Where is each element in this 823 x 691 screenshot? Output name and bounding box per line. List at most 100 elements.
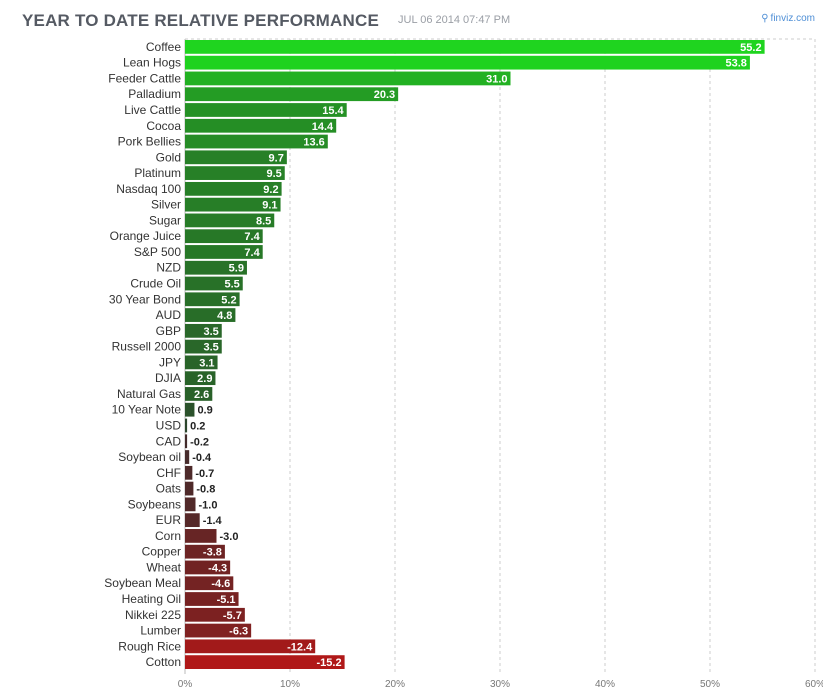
timestamp: JUL 06 2014 07:47 PM — [398, 14, 511, 26]
category-label: Soybeans — [128, 497, 181, 511]
bar[interactable] — [185, 339, 222, 354]
category-label: Heating Oil — [122, 592, 181, 606]
bar[interactable] — [185, 229, 263, 244]
bar[interactable] — [185, 260, 247, 275]
bar[interactable] — [185, 71, 511, 86]
value-label: 55.2 — [740, 42, 761, 54]
value-label: -0.2 — [190, 436, 209, 448]
bar[interactable] — [185, 544, 225, 559]
bar[interactable] — [185, 560, 231, 575]
value-label: -5.7 — [223, 610, 242, 622]
category-label: Feeder Cattle — [108, 71, 181, 85]
magnifier-icon: ⚲ — [761, 13, 769, 24]
category-label: CAD — [156, 434, 182, 448]
value-label: 9.1 — [262, 200, 277, 212]
bar[interactable] — [185, 118, 337, 133]
bar[interactable] — [185, 103, 347, 117]
bar[interactable] — [185, 513, 200, 528]
category-label: S&P 500 — [134, 245, 181, 259]
category-label: Wheat — [146, 560, 181, 574]
value-label: -1.4 — [203, 515, 223, 527]
value-label: 9.7 — [269, 152, 284, 164]
x-tick-label: 20% — [385, 679, 405, 690]
category-label: Palladium — [128, 87, 181, 101]
category-label: Soybean oil — [118, 450, 181, 464]
x-tick-label: 0% — [178, 679, 193, 690]
bar[interactable] — [185, 371, 216, 386]
bar[interactable] — [185, 402, 195, 417]
bar[interactable] — [185, 529, 217, 543]
value-label: -0.8 — [196, 484, 215, 496]
bar[interactable] — [185, 292, 240, 307]
bar[interactable] — [185, 323, 222, 338]
bar[interactable] — [185, 87, 399, 102]
brand-link[interactable]: ⚲ finviz.com — [761, 13, 815, 24]
bar[interactable] — [185, 592, 239, 606]
category-label: Rough Rice — [118, 639, 181, 653]
bar[interactable] — [185, 655, 345, 669]
category-label: 30 Year Bond — [109, 292, 181, 306]
value-label: -3.8 — [203, 547, 222, 559]
value-label: 9.2 — [263, 184, 278, 196]
bar[interactable] — [185, 40, 765, 54]
bar[interactable] — [185, 245, 263, 259]
bar[interactable] — [185, 308, 236, 322]
bar[interactable] — [185, 197, 281, 212]
category-label: Lean Hogs — [123, 56, 181, 70]
x-tick-label: 60% — [805, 679, 823, 690]
category-label: Copper — [142, 545, 181, 559]
bar[interactable] — [185, 639, 316, 654]
value-label: 14.4 — [312, 121, 334, 133]
value-label: 4.8 — [217, 310, 232, 322]
value-label: 7.4 — [244, 231, 260, 243]
bar[interactable] — [185, 623, 252, 638]
value-label: 3.5 — [203, 342, 218, 354]
bar[interactable] — [185, 418, 188, 433]
category-label: 10 Year Note — [112, 403, 182, 417]
bar[interactable] — [185, 55, 750, 70]
bar[interactable] — [185, 607, 245, 622]
category-label: USD — [156, 418, 182, 432]
category-label: NZD — [156, 261, 181, 275]
category-label: Russell 2000 — [112, 340, 182, 354]
bar[interactable] — [185, 387, 213, 401]
bar[interactable] — [185, 276, 243, 291]
value-label: 5.5 — [224, 279, 239, 291]
category-label: Lumber — [140, 624, 181, 638]
value-label: -12.4 — [287, 641, 313, 653]
category-label: Corn — [155, 529, 181, 543]
category-label: EUR — [156, 513, 182, 527]
bar[interactable] — [185, 166, 285, 180]
bar[interactable] — [185, 481, 194, 496]
value-label: 3.1 — [199, 357, 214, 369]
value-label: 2.6 — [194, 389, 209, 401]
value-label: -4.6 — [211, 578, 230, 590]
value-label: -1.0 — [199, 499, 218, 511]
value-label: -0.4 — [192, 452, 212, 464]
category-label: Live Cattle — [124, 103, 181, 117]
bar[interactable] — [185, 150, 287, 165]
value-label: 31.0 — [486, 73, 507, 85]
x-tick-label: 50% — [700, 679, 720, 690]
bar[interactable] — [185, 181, 282, 196]
bar[interactable] — [185, 465, 193, 480]
value-label: -4.3 — [208, 562, 227, 574]
value-label: 7.4 — [244, 247, 260, 259]
bar[interactable] — [185, 134, 328, 149]
value-label: -0.7 — [195, 468, 214, 480]
category-label: Nasdaq 100 — [116, 182, 181, 196]
bar[interactable] — [185, 355, 218, 370]
value-label: -6.3 — [229, 626, 248, 638]
bar[interactable] — [185, 576, 234, 591]
bar[interactable] — [185, 434, 188, 449]
page-title: YEAR TO DATE RELATIVE PERFORMANCE — [22, 11, 380, 30]
category-label: Pork Bellies — [118, 135, 181, 149]
category-label: Soybean Meal — [104, 576, 181, 590]
bar[interactable] — [185, 497, 196, 512]
bar[interactable] — [185, 450, 190, 464]
bar[interactable] — [185, 213, 275, 228]
category-label: GBP — [156, 324, 181, 338]
value-label: 20.3 — [374, 89, 395, 101]
category-label: Orange Juice — [110, 229, 182, 243]
